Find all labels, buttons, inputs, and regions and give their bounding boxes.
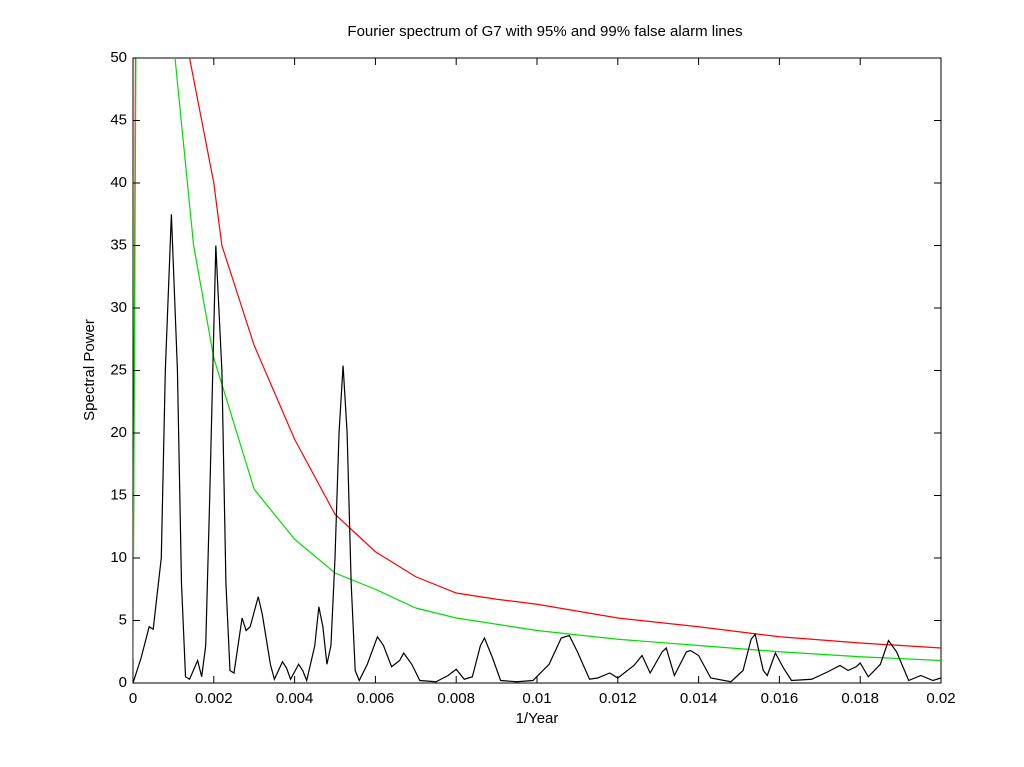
- x-tick-label: 0.002: [195, 690, 233, 707]
- y-tick-label: 25: [110, 361, 127, 378]
- series-line: [133, 214, 941, 683]
- chart-title: Fourier spectrum of G7 with 95% and 99% …: [347, 23, 742, 40]
- x-tick-label: 0.018: [841, 690, 879, 707]
- plot-frame: [132, 57, 942, 684]
- y-tick-label: 5: [119, 611, 127, 628]
- y-tick-label: 40: [110, 174, 127, 191]
- y-tick-label: 15: [110, 486, 127, 503]
- y-tick-label: 50: [110, 49, 127, 66]
- y-axis-label: Spectral Power: [81, 319, 98, 421]
- y-tick-label: 35: [110, 236, 127, 253]
- x-tick-label: 0.006: [357, 690, 395, 707]
- x-tick-label: 0.014: [680, 690, 718, 707]
- series-line: [133, 58, 941, 662]
- x-tick-label: 0.004: [276, 690, 314, 707]
- series-line: [133, 58, 941, 659]
- y-tick-label: 10: [110, 549, 127, 566]
- y-tick-label: 45: [110, 111, 127, 128]
- x-tick-label: 0.008: [437, 690, 475, 707]
- plot-lines: [133, 58, 941, 683]
- x-tick-label: 0.02: [926, 690, 955, 707]
- y-tick-label: 0: [119, 674, 127, 691]
- y-tick-label: 30: [110, 299, 127, 316]
- x-tick-label: 0.016: [761, 690, 799, 707]
- y-tick-label: 20: [110, 424, 127, 441]
- x-tick-label: 0: [129, 690, 137, 707]
- x-tick-label: 0.01: [522, 690, 551, 707]
- x-axis-label: 1/Year: [516, 710, 559, 727]
- x-tick-label: 0.012: [599, 690, 637, 707]
